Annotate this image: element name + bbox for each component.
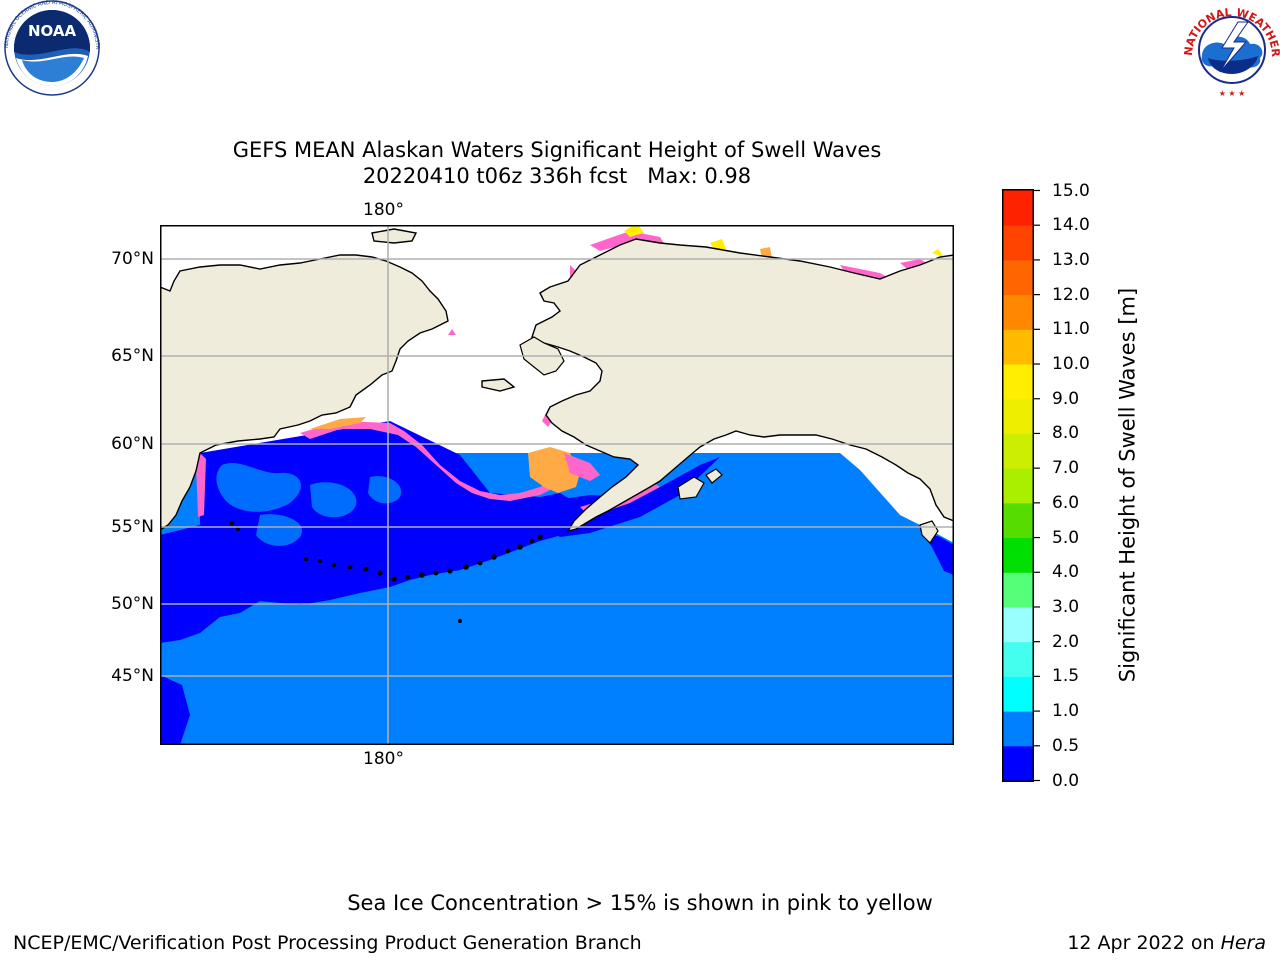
colorbar-band [1003,676,1033,712]
colorbar-tick-label: 4.0 [1052,562,1080,583]
colorbar-tick-label: 7.0 [1052,458,1080,479]
colorbar-tick-label: 6.0 [1052,492,1080,513]
colorbar-band [1003,190,1033,226]
graticule [160,225,954,745]
colorbar-band [1003,745,1033,781]
colorbar-band [1003,606,1033,643]
noaa-logo: NOAA NATIONAL OCEANIC AND ATMOSPHERIC AD… [0,0,106,100]
map-svg [160,225,954,745]
colorbar-band [1003,259,1033,296]
colorbar-band [1003,711,1033,747]
colorbar-tick-label: 0.5 [1052,735,1080,756]
lat-label-65: 65°N [111,346,154,366]
colorbar-band [1003,364,1033,400]
footer-branch: NCEP/EMC/Verification Post Processing Pr… [13,932,642,954]
colorbar-tick-label: 3.0 [1052,596,1080,617]
lat-label-50: 50°N [111,594,154,614]
colorbar-tick-label: 0.0 [1052,770,1080,791]
footer-date: 12 Apr 2022 on Hera [1067,932,1266,954]
colorbar-band [1003,468,1033,504]
colorbar-band [1003,572,1033,608]
colorbar-frame [1002,189,1034,782]
colorbar [1002,189,1046,782]
map-subtitle: 20220410 t06z 336h fcst Max: 0.98 [362,164,752,188]
colorbar-band [1003,537,1033,573]
colorbar-tick-label: 1.0 [1052,701,1080,722]
map-frame [160,225,954,745]
colorbar-tick-label: 2.0 [1052,631,1080,652]
sea-ice-note: Sea Ice Concentration > 15% is shown in … [347,891,933,915]
colorbar-tick-label: 9.0 [1052,388,1080,409]
svg-text:★ ★ ★: ★ ★ ★ [1219,89,1246,98]
colorbar-tick-label: 14.0 [1052,215,1090,236]
lat-label-70: 70°N [111,249,154,269]
lat-label-45: 45°N [111,666,154,686]
colorbar-band [1003,398,1033,434]
map-panel [160,225,954,745]
footer-date-text: 12 Apr 2022 on [1067,932,1221,954]
colorbar-tick-label: 1.5 [1052,666,1080,687]
colorbar-band [1003,329,1033,365]
land-alaska [531,238,954,533]
colorbar-band [1003,641,1033,677]
lat-label-60: 60°N [111,434,154,454]
map-title: GEFS MEAN Alaskan Waters Significant Hei… [232,138,882,162]
colorbar-tick-label: 15.0 [1052,180,1090,201]
colorbar-tick-label: 13.0 [1052,249,1090,270]
footer-machine: Hera [1220,932,1266,954]
colorbar-tick-label: 8.0 [1052,423,1080,444]
lon-label-top: 180° [363,200,404,220]
colorbar-tick-label: 12.0 [1052,284,1090,305]
colorbar-tick-label: 10.0 [1052,354,1090,375]
lon-label-bottom: 180° [363,749,404,769]
colorbar-tick-label: 5.0 [1052,527,1080,548]
nws-logo: NATIONAL WEATHER SERVICE ★ ★ ★ [1178,0,1280,100]
colorbar-band [1003,433,1033,469]
lat-label-55: 55°N [111,517,154,537]
noaa-logo-text: NOAA [28,22,77,40]
colorbar-tick-label: 11.0 [1052,319,1090,340]
colorbar-band [1003,502,1033,539]
aleutian-islands [229,520,543,623]
colorbar-label: Significant Height of Swell Waves [m] [1115,287,1140,683]
colorbar-band [1003,225,1033,261]
colorbar-band [1003,294,1033,330]
